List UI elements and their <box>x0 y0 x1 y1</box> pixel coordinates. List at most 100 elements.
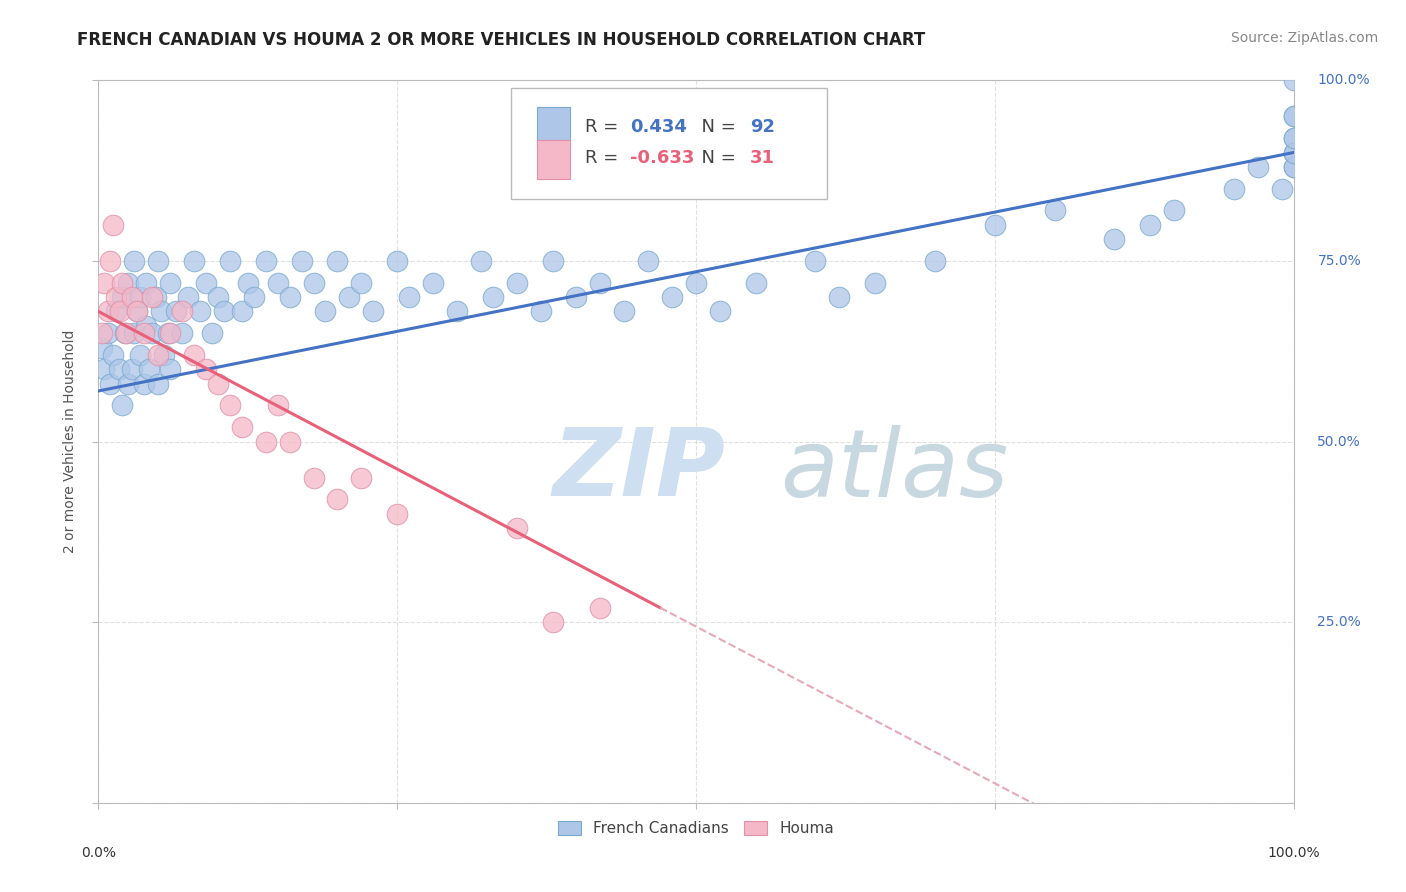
Point <box>482 290 505 304</box>
Point <box>183 348 205 362</box>
Point <box>105 304 128 318</box>
Point <box>1282 145 1305 160</box>
Text: ZIP: ZIP <box>553 425 725 516</box>
Point <box>315 304 337 318</box>
Point <box>745 276 768 290</box>
Point <box>97 304 120 318</box>
Point <box>1282 131 1305 145</box>
Text: 31: 31 <box>749 149 775 168</box>
Point <box>141 290 163 304</box>
Text: N =: N = <box>690 149 741 168</box>
Text: R =: R = <box>585 118 624 136</box>
Point <box>589 600 612 615</box>
Point <box>91 341 114 355</box>
Point <box>159 362 181 376</box>
Point <box>121 290 143 304</box>
FancyBboxPatch shape <box>537 107 571 147</box>
Point <box>159 326 181 341</box>
Point <box>156 326 179 341</box>
Point <box>124 253 146 268</box>
Point <box>291 253 314 268</box>
Point <box>565 290 588 304</box>
Text: -0.633: -0.633 <box>630 149 695 168</box>
Point <box>1043 203 1066 218</box>
Point <box>1139 218 1161 232</box>
Point <box>422 276 444 290</box>
Text: 92: 92 <box>749 118 775 136</box>
Point <box>1282 160 1305 174</box>
Point <box>589 276 612 290</box>
Point <box>709 304 731 318</box>
Point <box>1282 145 1305 160</box>
Text: R =: R = <box>585 149 624 168</box>
Point <box>1163 203 1185 218</box>
Point <box>1104 232 1126 246</box>
Point <box>117 376 139 391</box>
Point <box>125 304 148 318</box>
Point <box>326 492 349 507</box>
Point <box>145 290 167 304</box>
Point <box>97 326 120 341</box>
Point <box>236 276 259 290</box>
Point <box>1282 109 1305 123</box>
Point <box>398 290 420 304</box>
FancyBboxPatch shape <box>537 139 571 179</box>
Point <box>219 253 242 268</box>
Point <box>350 276 373 290</box>
Point <box>267 276 290 290</box>
Point <box>195 276 218 290</box>
Point <box>141 326 163 341</box>
Point <box>129 290 152 304</box>
Point <box>138 362 160 376</box>
Point <box>278 434 301 449</box>
Point <box>121 362 143 376</box>
Point <box>506 521 529 535</box>
Point <box>101 348 124 362</box>
Point <box>129 348 152 362</box>
Point <box>93 362 115 376</box>
Point <box>924 253 946 268</box>
Point <box>385 507 409 521</box>
Point <box>446 304 468 318</box>
Text: 50.0%: 50.0% <box>1317 434 1361 449</box>
Point <box>98 376 122 391</box>
Point <box>302 471 325 485</box>
Point <box>804 253 827 268</box>
Point <box>637 253 659 268</box>
Point <box>231 304 253 318</box>
Point <box>183 253 205 268</box>
Text: N =: N = <box>690 118 741 136</box>
Point <box>385 253 409 268</box>
Point <box>159 276 181 290</box>
Text: atlas: atlas <box>779 425 1008 516</box>
Point <box>207 376 229 391</box>
Text: 25.0%: 25.0% <box>1317 615 1361 629</box>
Point <box>350 471 373 485</box>
Point <box>135 318 157 333</box>
Point <box>1271 182 1294 196</box>
Point <box>302 276 325 290</box>
Point <box>115 326 138 341</box>
Point <box>243 290 266 304</box>
Text: 75.0%: 75.0% <box>1317 254 1361 268</box>
Text: 100.0%: 100.0% <box>1267 847 1320 860</box>
Point <box>1247 160 1270 174</box>
Point <box>363 304 385 318</box>
Point <box>111 398 134 412</box>
Point <box>148 348 170 362</box>
Point <box>828 290 851 304</box>
Point <box>1282 160 1305 174</box>
Point <box>108 304 131 318</box>
Point <box>91 326 114 341</box>
Point <box>149 304 172 318</box>
Point <box>685 276 707 290</box>
Point <box>172 326 194 341</box>
Point <box>148 376 170 391</box>
Point <box>613 304 636 318</box>
Point <box>177 290 200 304</box>
Point <box>111 290 134 304</box>
Point <box>1282 73 1305 87</box>
Point <box>1223 182 1246 196</box>
Point <box>148 253 170 268</box>
Point <box>125 304 148 318</box>
